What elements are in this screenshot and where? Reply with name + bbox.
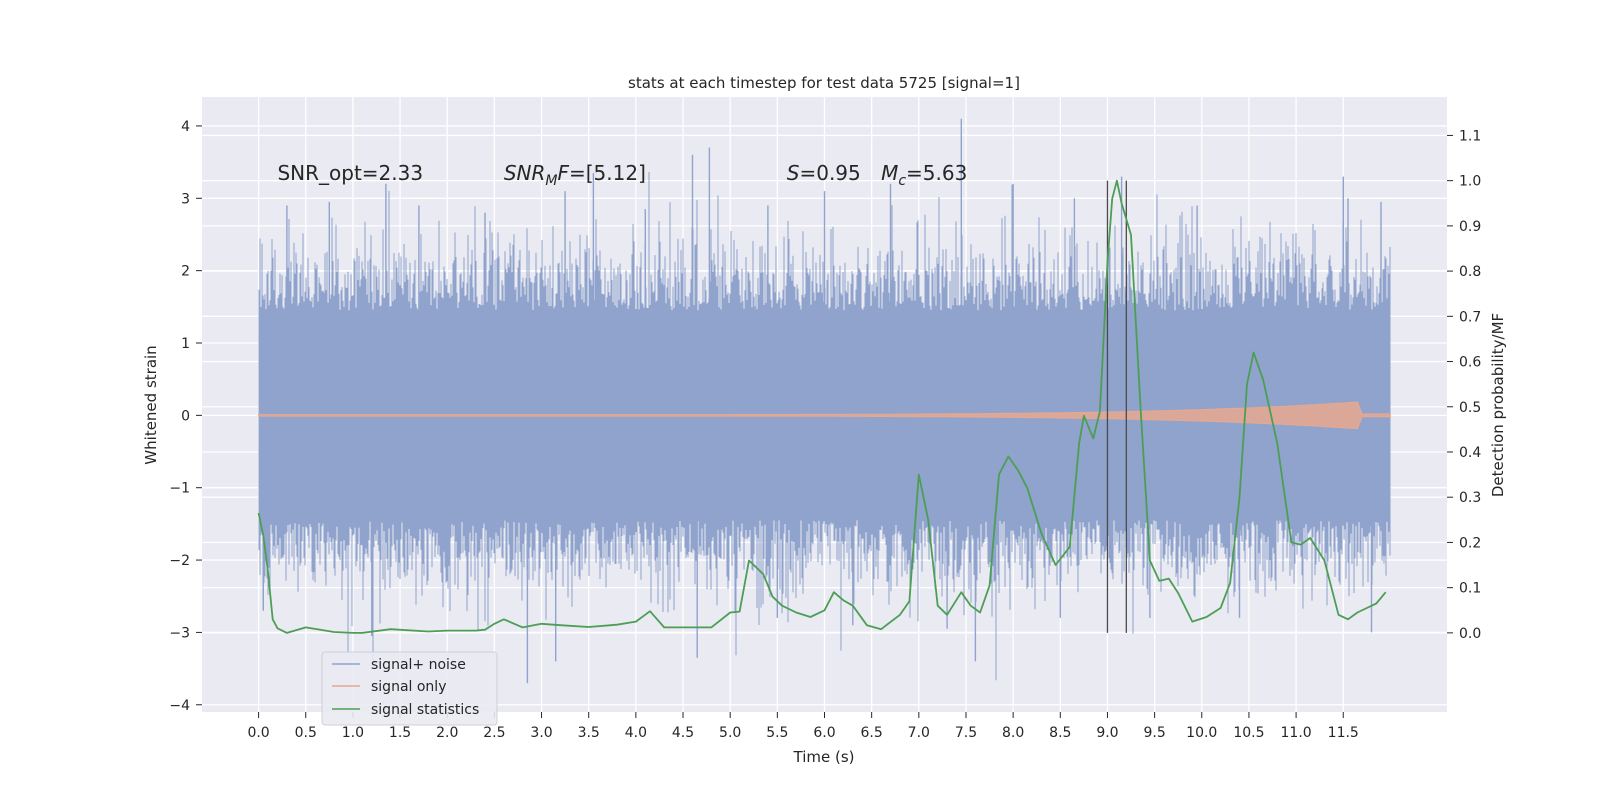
x-tick-label-16: 8.0 xyxy=(1002,725,1024,741)
right-axis-ticks: 1.1 1.0 0.9 0.8 0.7 0.6 0.5 0.4 0.3 0.2 0.1 0.0 xyxy=(1447,128,1481,642)
y2-tick-label-10: 0.1 xyxy=(1459,581,1481,597)
legend: signal+ noise signal only signal statist… xyxy=(321,651,498,726)
y2-tick-label-4: 0.7 xyxy=(1459,309,1481,325)
x-tick-label-19: 9.5 xyxy=(1143,725,1165,741)
y-tick-label-1: 3 xyxy=(181,191,190,207)
legend-box xyxy=(321,651,498,726)
x-tick-label-2: 1.0 xyxy=(342,725,364,741)
x-tick-label-14: 7.0 xyxy=(908,725,930,741)
x-tick-label-1: 0.5 xyxy=(295,725,317,741)
y-tick-label-2: 2 xyxy=(181,264,190,280)
x-tick-label-11: 5.5 xyxy=(766,725,788,741)
x-axis-label: Time (s) xyxy=(793,748,855,766)
x-tick-label-9: 4.5 xyxy=(672,725,694,741)
y2-tick-label-2: 0.9 xyxy=(1459,219,1481,235)
bottom-axis-ticks: 0.0 0.5 1.0 1.5 2.0 2.5 3.0 3.5 4.0 4.5 5.0 5.5 6.0 6… xyxy=(247,712,1359,741)
x-tick-label-15: 7.5 xyxy=(955,725,977,741)
x-tick-label-10: 5.0 xyxy=(719,725,741,741)
left-axis-ticks: 4 3 2 1 0 −1 −2 −3 −4 xyxy=(169,119,202,714)
y2-tick-label-7: 0.4 xyxy=(1459,445,1481,461)
y-tick-label-7: −3 xyxy=(169,625,190,641)
x-tick-label-3: 1.5 xyxy=(389,725,411,741)
series-signal-only xyxy=(258,401,1391,430)
x-tick-label-20: 10.0 xyxy=(1186,725,1217,741)
y2-axis-label: Detection probability/MF xyxy=(1489,313,1507,497)
series-signal-noise-spikes xyxy=(262,118,1382,684)
y2-tick-label-6: 0.5 xyxy=(1459,400,1481,416)
x-tick-label-13: 6.5 xyxy=(861,725,883,741)
y-tick-label-4: 0 xyxy=(181,408,190,424)
y-tick-label-0: 4 xyxy=(181,119,190,135)
annotation-snr-opt: SNR_opt=2.33 xyxy=(277,161,423,185)
series-signal-statistics xyxy=(257,179,1387,634)
annotation-snr-mf: SNRMF=[5.12] xyxy=(504,161,646,189)
y2-tick-label-9: 0.2 xyxy=(1459,535,1481,551)
x-tick-label-22: 11.0 xyxy=(1281,725,1312,741)
y-axis-label: Whitened strain xyxy=(142,345,160,464)
x-tick-label-5: 2.5 xyxy=(483,725,505,741)
x-tick-label-17: 8.5 xyxy=(1049,725,1071,741)
x-tick-label-21: 10.5 xyxy=(1233,725,1264,741)
legend-label-signal-noise: signal+ noise xyxy=(371,657,466,673)
x-tick-label-0: 0.0 xyxy=(247,725,269,741)
y-tick-label-5: −1 xyxy=(169,481,190,497)
legend-label-signal-statistics: signal statistics xyxy=(371,702,479,718)
legend-label-signal-only: signal only xyxy=(371,679,446,695)
x-tick-label-8: 4.0 xyxy=(625,725,647,741)
annotation-mc-value: Mc=5.63 xyxy=(881,161,967,189)
annotation-s-value: S=0.95 xyxy=(787,161,861,185)
y2-tick-label-3: 0.8 xyxy=(1459,264,1481,280)
y-tick-label-6: −2 xyxy=(169,553,190,569)
plot-content xyxy=(257,118,1391,684)
x-tick-label-12: 6.0 xyxy=(813,725,835,741)
y2-tick-label-11: 0.0 xyxy=(1459,626,1481,642)
x-tick-label-7: 3.5 xyxy=(578,725,600,741)
chart-title: stats at each timestep for test data 572… xyxy=(628,74,1020,92)
x-tick-label-6: 3.0 xyxy=(530,725,552,741)
y2-tick-label-0: 1.1 xyxy=(1459,128,1481,144)
y2-tick-label-8: 0.3 xyxy=(1459,490,1481,506)
y2-tick-label-5: 0.6 xyxy=(1459,355,1481,371)
y2-tick-label-1: 1.0 xyxy=(1459,174,1481,190)
y-tick-label-8: −4 xyxy=(169,698,190,714)
x-tick-label-18: 9.0 xyxy=(1096,725,1118,741)
x-tick-label-4: 2.0 xyxy=(436,725,458,741)
y-tick-label-3: 1 xyxy=(181,336,190,352)
annotations: SNR_opt=2.33 SNRMF=[5.12] S=0.95 Mc=5.63 xyxy=(277,161,967,189)
x-tick-label-23: 11.5 xyxy=(1328,725,1359,741)
